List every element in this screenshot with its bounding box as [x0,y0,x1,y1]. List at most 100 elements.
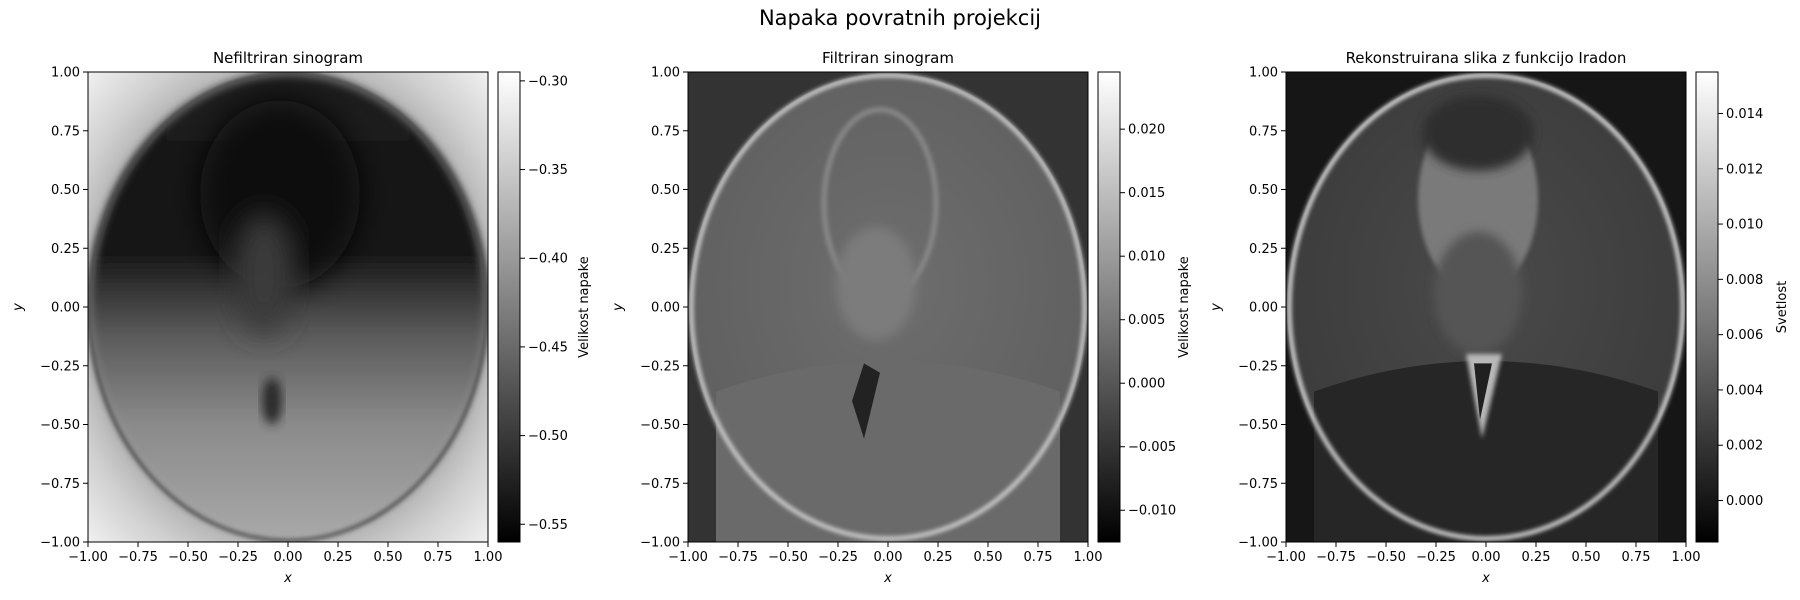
subplot-title: Rekonstruirana slika z funkcijo Iradon [1346,49,1627,67]
colorbar-tick-label: 0.012 [1726,162,1763,177]
x-tick-label: 0.25 [1522,550,1551,565]
colorbar-tick-label: 0.010 [1128,250,1165,265]
y-tick-label: −0.50 [40,418,80,433]
x-tick-label: 0.50 [1572,550,1601,565]
y-tick-label: 0.50 [1249,183,1278,198]
y-axis-label: y [611,303,626,312]
x-tick-label: 0.50 [974,550,1003,565]
y-tick-label: 0.75 [1249,124,1278,139]
x-tick-label: −0.50 [1366,550,1406,565]
x-tick-label: −0.25 [218,550,258,565]
y-tick-label: 1.00 [651,66,680,81]
colorbar-tick-label: −0.30 [528,74,568,89]
x-tick-label: −0.50 [168,550,208,565]
colorbar-label: Velikost napake [1177,256,1192,358]
y-tick-label: 1.00 [51,66,80,81]
colorbar-tick-label: 0.004 [1726,383,1763,398]
colorbar-tick-label: 0.005 [1128,313,1165,328]
colorbar-label: Svetlost [1775,281,1790,333]
y-tick-label: 0.75 [651,124,680,139]
x-tick-label: −1.00 [68,550,108,565]
x-axis-label: x [283,571,292,586]
x-axis-label: x [883,571,892,586]
colorbar-gradient [1098,72,1120,542]
colorbar-tick-label: 0.002 [1726,439,1763,454]
colorbar-tick-label: 0.010 [1726,218,1763,233]
x-tick-label: 0.25 [924,550,953,565]
y-tick-label: 0.00 [51,301,80,316]
colorbar-tick-label: −0.55 [528,518,568,533]
x-tick-label: 1.00 [1074,550,1103,565]
x-tick-label: 0.75 [424,550,453,565]
y-tick-label: −1.00 [640,536,680,551]
y-tick-label: 0.00 [1249,301,1278,316]
x-tick-label: −0.50 [768,550,808,565]
x-tick-label: −1.00 [1266,550,1306,565]
colorbar-tick-label: 0.008 [1726,273,1763,288]
x-tick-label: −0.25 [818,550,858,565]
y-tick-label: −0.25 [40,359,80,374]
y-tick-label: 0.25 [651,242,680,257]
y-tick-label: 0.25 [51,242,80,257]
x-tick-label: −0.75 [1316,550,1356,565]
y-tick-label: −0.50 [1238,418,1278,433]
x-tick-label: 0.75 [1622,550,1651,565]
colorbar-label: Velikost napake [577,256,592,358]
subplot-title: Filtriran sinogram [822,49,954,67]
colorbar-tick-label: 0.000 [1726,494,1763,509]
x-tick-label: 1.00 [1672,550,1701,565]
colorbar-tick-label: 0.006 [1726,328,1763,343]
colorbar-tick-label: −0.45 [528,340,568,355]
y-tick-label: −0.25 [640,359,680,374]
colorbar-tick-label: 0.014 [1726,107,1763,122]
colorbar-tick-label: −0.010 [1128,504,1176,519]
x-tick-label: −0.75 [718,550,758,565]
heatmap-image-2 [688,72,1088,542]
colorbar-tick-label: 0.000 [1128,377,1165,392]
y-axis-label: y [11,303,26,312]
x-tick-label: 0.00 [274,550,303,565]
colorbar-frame [1695,71,1719,543]
y-tick-label: 0.50 [51,183,80,198]
colorbar-tick-label: −0.40 [528,252,568,267]
colorbar-gradient [498,72,520,542]
x-tick-label: 0.75 [1024,550,1053,565]
y-tick-label: 0.75 [51,124,80,139]
subplot-2: −1.00 −0.75 −0.50 −0.25 0.00 0.25 0.50 0.75 1.00… [611,49,1192,586]
y-tick-label: 0.25 [1249,242,1278,257]
x-tick-label: −0.75 [118,550,158,565]
figure-title: Napaka povratnih projekcij [758,6,1042,30]
x-tick-label: 1.00 [474,550,503,565]
subplot-3: −1.00 −0.75 −0.50 −0.25 0.00 0.25 0.50 0.75 1.00… [1209,49,1790,586]
colorbar-frame [497,71,521,543]
x-tick-label: −1.00 [668,550,708,565]
x-axis-label: x [1481,571,1490,586]
y-tick-label: −0.75 [640,477,680,492]
colorbar-tick-label: −0.50 [528,429,568,444]
colorbar-frame [1097,71,1121,543]
y-tick-label: −0.50 [640,418,680,433]
x-tick-label: 0.50 [374,550,403,565]
y-axis-label: y [1209,303,1224,312]
y-tick-label: −0.75 [40,477,80,492]
y-tick-label: 1.00 [1249,66,1278,81]
y-tick-label: 0.00 [651,301,680,316]
colorbar-gradient [1696,72,1718,542]
y-tick-label: −0.75 [1238,477,1278,492]
colorbar-tick-label: −0.005 [1128,440,1176,455]
colorbar-tick-label: −0.35 [528,163,568,178]
x-tick-label: −0.25 [1416,550,1456,565]
y-tick-label: 0.50 [651,183,680,198]
y-tick-label: −1.00 [1238,536,1278,551]
y-tick-label: −0.25 [1238,359,1278,374]
x-tick-label: 0.00 [1472,550,1501,565]
x-tick-label: 0.25 [324,550,353,565]
colorbar-tick-label: 0.020 [1128,123,1165,138]
x-tick-label: 0.00 [874,550,903,565]
heatmap-image-1 [88,72,488,542]
heatmap-image-3 [1286,72,1686,542]
subplot-1: −1.00 −0.75 −0.50 −0.25 0.00 0.25 0.50 0.75 1.00… [11,49,592,586]
y-tick-label: −1.00 [40,536,80,551]
